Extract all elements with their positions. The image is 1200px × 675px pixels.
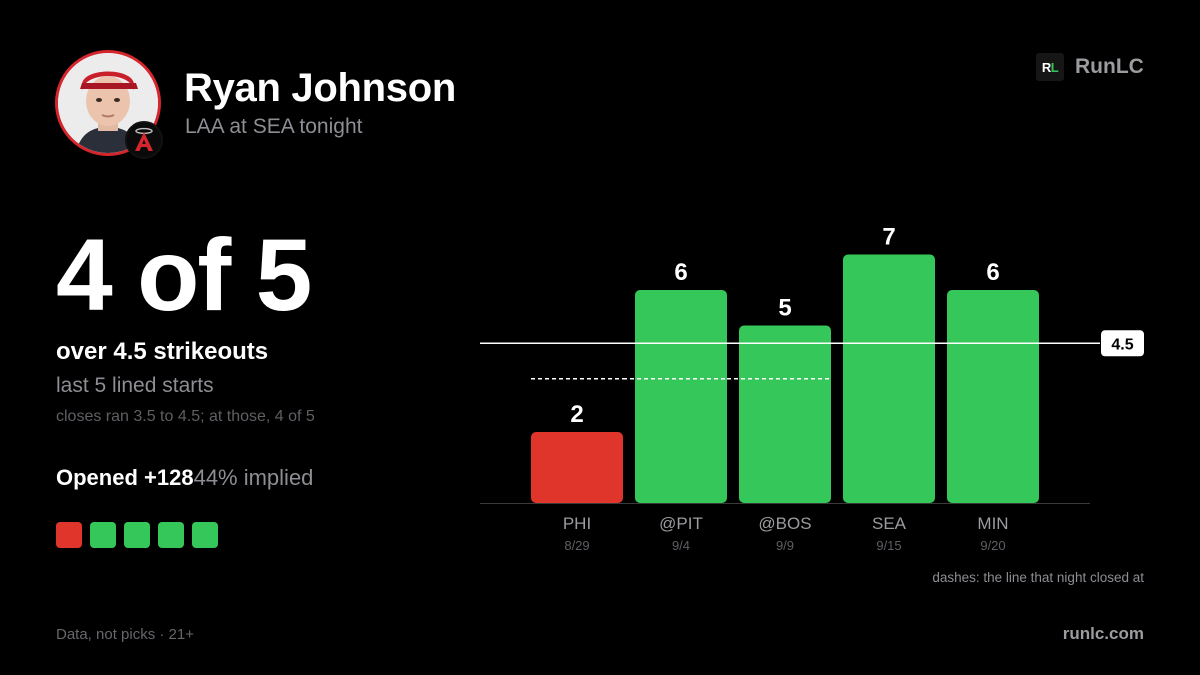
tick-date-@PIT: 9/4: [672, 538, 690, 553]
tick-label-@PIT: @PIT: [659, 514, 703, 533]
tick-label-MIN: MIN: [977, 514, 1008, 533]
data-label-@PIT: 6: [674, 259, 687, 286]
result-square-miss: [56, 522, 82, 548]
data-label-SEA: 7: [882, 224, 895, 251]
result-square-hit: [90, 522, 116, 548]
bar-SEA: [843, 254, 935, 503]
bar-MIN: [947, 290, 1039, 503]
stat-label: over 4.5 strikeouts: [56, 338, 269, 365]
tick-label-@BOS: @BOS: [758, 514, 811, 533]
tick-date-PHI: 8/29: [564, 538, 589, 553]
tick-label-SEA: SEA: [872, 514, 907, 533]
brand-name: RunLC: [1075, 55, 1144, 78]
result-square-hit: [158, 522, 184, 548]
site-link[interactable]: runlc.com: [1062, 624, 1144, 643]
matchup-subtitle: LAA at SEA tonight: [185, 115, 363, 138]
opened-odds: Opened +12844% implied: [56, 465, 313, 491]
data-label-@BOS: 5: [778, 295, 791, 322]
angels-logo-icon: [135, 127, 153, 151]
current-line-label: 4.5: [1111, 336, 1133, 353]
current-line-tag: [1101, 330, 1144, 357]
tick-date-SEA: 9/15: [876, 538, 901, 553]
stat-note: closes ran 3.5 to 4.5; at those, 4 of 5: [56, 408, 315, 425]
result-square-hit: [192, 522, 218, 548]
bar-@BOS: [739, 325, 831, 503]
player-avatar: [55, 50, 161, 156]
team-badge: [125, 121, 163, 159]
brand-logo-r: R: [1041, 59, 1051, 75]
results-strip: [56, 522, 218, 548]
headline-stat: 4 of 5: [56, 218, 312, 332]
player-headshot-icon: [58, 53, 158, 153]
tick-label-PHI: PHI: [563, 514, 591, 533]
player-name: Ryan Johnson: [184, 66, 456, 110]
stat-subtitle: last 5 lined starts: [56, 374, 214, 397]
opened-price: Opened +128: [56, 465, 194, 490]
tick-date-MIN: 9/20: [980, 538, 1005, 553]
bar-PHI: [531, 432, 623, 503]
disclaimer: Data, not picks · 21+: [56, 626, 194, 643]
dash-legend-note: dashes: the line that night closed at: [932, 570, 1144, 585]
implied-probability: 44% implied: [193, 465, 314, 490]
brand-logo-l: L: [1050, 59, 1059, 75]
data-label-PHI: 2: [570, 401, 583, 428]
tick-date-@BOS: 9/9: [776, 538, 794, 553]
result-square-hit: [124, 522, 150, 548]
bar-@PIT: [635, 290, 727, 503]
data-label-MIN: 6: [986, 259, 999, 286]
